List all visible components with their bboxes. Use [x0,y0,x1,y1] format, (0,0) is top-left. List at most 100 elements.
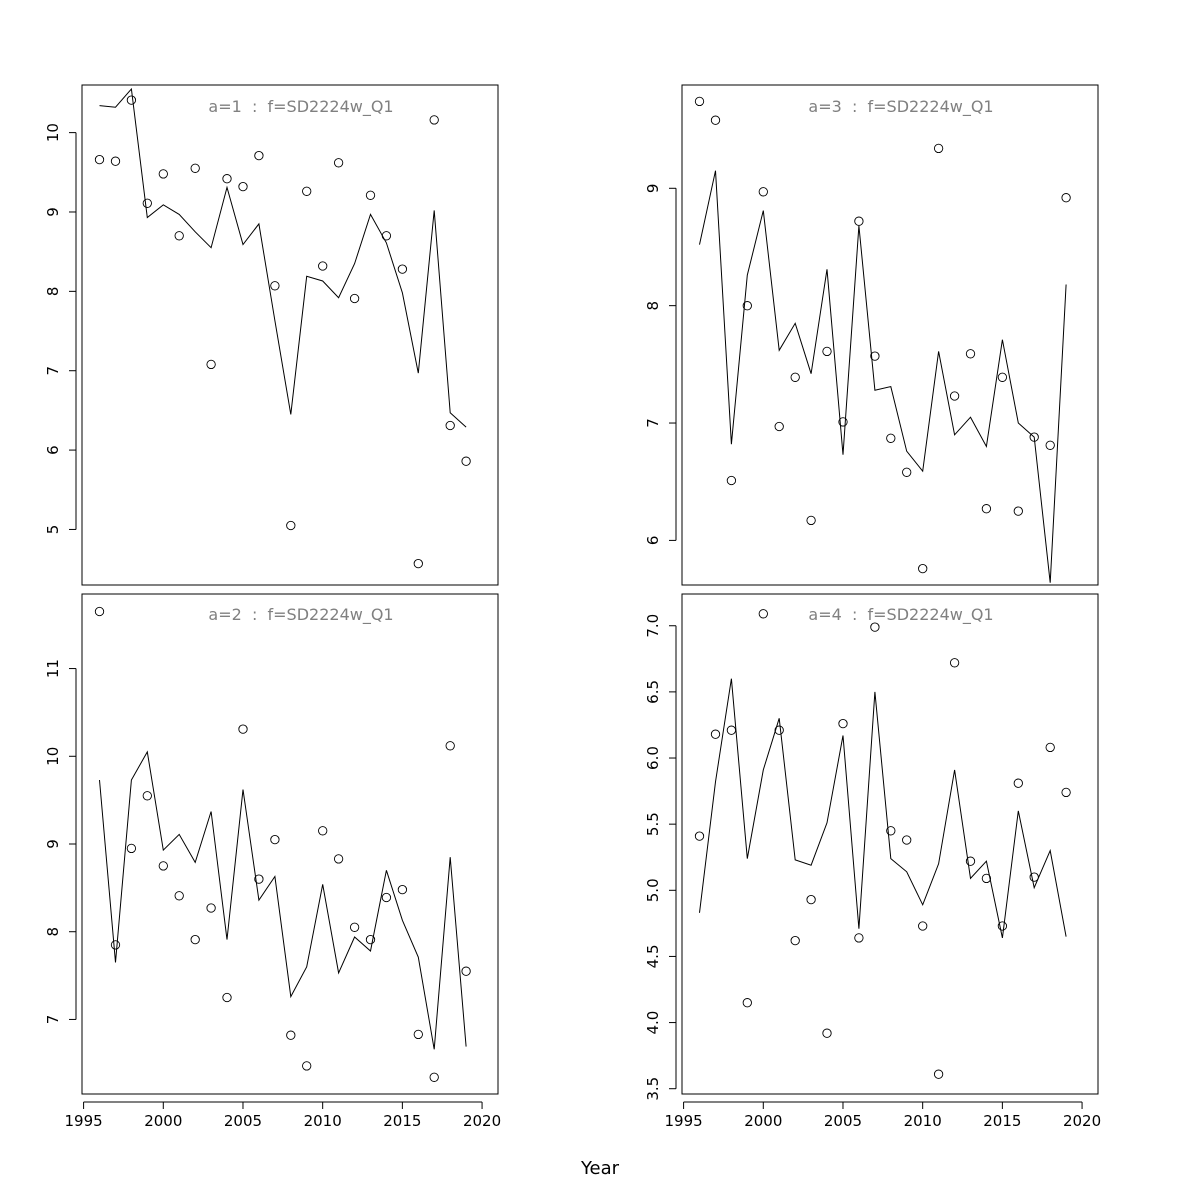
x-tick-label: 2005 [824,1112,862,1130]
fitted-line [99,87,467,428]
y-tick-label: 5.5 [644,812,662,836]
panel-a1: a=1 : f=SD2224w_Q1 5 6 7 8 9 10 [44,84,499,586]
observed-point [838,718,848,729]
y-tick-label: 8 [644,301,662,311]
y-tick-label: 6 [644,536,662,546]
fitted-line [99,750,467,1050]
observed-point [158,861,168,871]
fitted-line [699,170,1067,583]
x-tick-label: 2005 [224,1112,262,1130]
observed-point [270,834,280,845]
observed-point [854,216,864,226]
panel-a2: a=2 : f=SD2224w_Q1 7 8 9 10 11 1995 2000 2005 20… [44,593,501,1130]
observed-point [997,921,1008,931]
observed-point [806,894,816,905]
y-tick-label: 7 [44,1015,62,1025]
observed-point [238,181,248,192]
observed-point [886,826,896,836]
y-tick-label: 11 [44,659,62,678]
observed-point [933,1069,944,1079]
observed-point [142,791,152,801]
observed-point [94,606,105,617]
observed-point [694,831,705,841]
observed-point [206,359,216,370]
observed-point [286,520,296,531]
observed-point [838,417,848,427]
observed-point [94,154,105,165]
observed-point [381,892,392,903]
observed-point [758,609,768,619]
observed-point [286,1030,296,1040]
observed-point [270,281,280,291]
observed-point [206,903,216,913]
observed-point [854,933,864,943]
plot-frame [681,84,1099,586]
y-tick-label: 4.0 [644,1011,662,1035]
observed-point [238,724,248,734]
observed-point [254,874,264,884]
observed-point [1061,787,1071,798]
observed-point [997,372,1008,382]
y-tick-label: 6 [44,445,62,455]
x-tick-label: 1995 [665,1112,703,1130]
observed-point [774,725,784,735]
y-tick-label: 8 [44,287,62,297]
x-tick-label: 2015 [983,1112,1021,1130]
observed-point [365,190,376,200]
observed-point [949,658,960,668]
y-tick-label: 5 [44,525,62,535]
observed-point [318,261,328,271]
observed-point [710,729,721,739]
observed-point [742,998,752,1008]
panel-title-a1: a=1 : f=SD2224w_Q1 [208,97,393,117]
plot-frame [681,593,1099,1095]
observed-point [445,420,455,431]
observed-point [726,475,737,486]
observed-point [142,198,152,208]
observed-point [758,187,768,197]
observed-point [126,843,137,854]
observed-point [726,725,737,735]
observed-point [790,372,800,382]
observed-point [1029,432,1039,442]
observed-point [1029,872,1039,882]
observed-point [222,992,232,1003]
y-tick-label: 8 [44,927,62,937]
observed-point [174,231,184,241]
x-axis-label: Year [580,1158,620,1179]
observed-point [190,163,200,173]
observed-point [461,966,471,976]
observed-point [429,115,439,125]
x-tick-label: 2020 [463,1112,501,1130]
observed-point [397,884,408,895]
observed-point [949,391,960,401]
observed-point [126,95,137,105]
plot-frame [81,84,499,586]
observed-point [254,150,264,161]
observed-point [902,835,912,845]
observed-point [822,1028,832,1038]
x-tick-label: 2020 [1063,1112,1101,1130]
y-tick-label: 4.5 [644,945,662,969]
observed-point [1013,506,1023,516]
observed-point [710,115,721,125]
observed-point [981,504,992,514]
observed-point [158,169,168,179]
observed-point [445,741,455,751]
observed-point [822,346,832,357]
observed-point [333,158,344,168]
panel-title-a3: a=3 : f=SD2224w_Q1 [808,97,993,117]
observed-point [694,96,705,107]
observed-point [333,854,344,864]
observed-point [397,264,408,274]
y-tick-label: 9 [44,207,62,217]
observed-point [790,935,800,946]
observed-point [365,934,376,945]
observed-point [302,186,312,196]
fitted-line [699,678,1067,939]
observed-point [1045,742,1055,753]
observed-point [1013,778,1023,788]
observed-point [1061,193,1071,203]
x-tick-label: 1995 [65,1112,103,1130]
